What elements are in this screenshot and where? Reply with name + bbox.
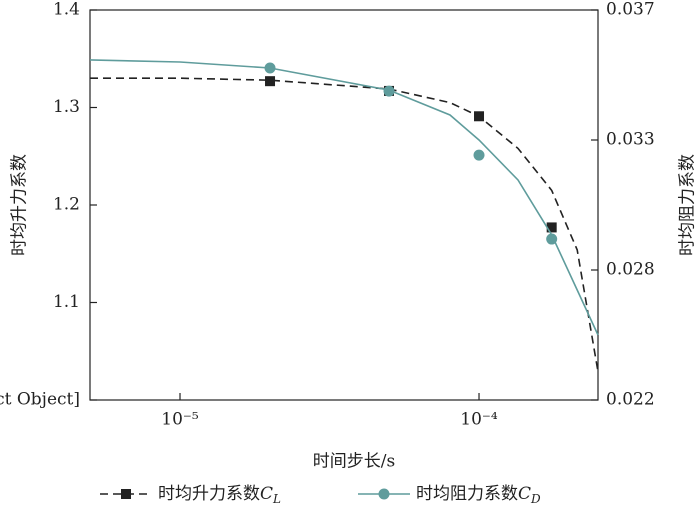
y2-tick-label: 0.037 [606, 0, 655, 20]
x-tick-label: 10⁻⁴ [460, 410, 498, 430]
y-tick-label: [object Object] [0, 390, 80, 410]
fit-line [89, 59, 599, 336]
legend-subscript: D [530, 492, 541, 506]
marker-circle [264, 62, 276, 74]
y-tick-label: 1.3 [53, 97, 80, 117]
y-tick-label: 1.1 [53, 292, 80, 312]
marker-square [121, 489, 131, 499]
legend-symbol: C [518, 484, 531, 504]
legend-name: 时均升力系数 [158, 484, 260, 504]
legend-subscript: L [272, 492, 281, 506]
marker-square [474, 111, 485, 122]
fit-line [90, 77, 599, 372]
x-tick-label: 10⁻⁵ [161, 410, 199, 430]
marker-circle [546, 233, 558, 245]
y2-tick-label: 0.022 [606, 390, 655, 410]
marker-circle [383, 85, 395, 97]
plot-frame [89, 9, 599, 401]
legend-label: 时均阻力系数CD [416, 484, 541, 506]
y-axis-title: 时均升力系数 [10, 154, 30, 256]
y2-axis-title: 时均阻力系数 [678, 154, 698, 256]
legend-name: 时均阻力系数 [416, 484, 518, 504]
marker-circle [473, 149, 485, 161]
marker-circle [378, 488, 390, 500]
marker-square [265, 76, 276, 87]
y2-tick-label: 0.028 [606, 260, 655, 280]
legend-symbol: C [260, 484, 273, 504]
y-tick-label: 1.2 [53, 195, 80, 215]
y-tick-label: 1.4 [53, 0, 80, 20]
x-axis-title: 时间步长/s [313, 452, 395, 472]
marker-square [546, 222, 557, 233]
legend-label: 时均升力系数CL [158, 484, 281, 506]
y2-tick-label: 0.033 [606, 130, 655, 150]
